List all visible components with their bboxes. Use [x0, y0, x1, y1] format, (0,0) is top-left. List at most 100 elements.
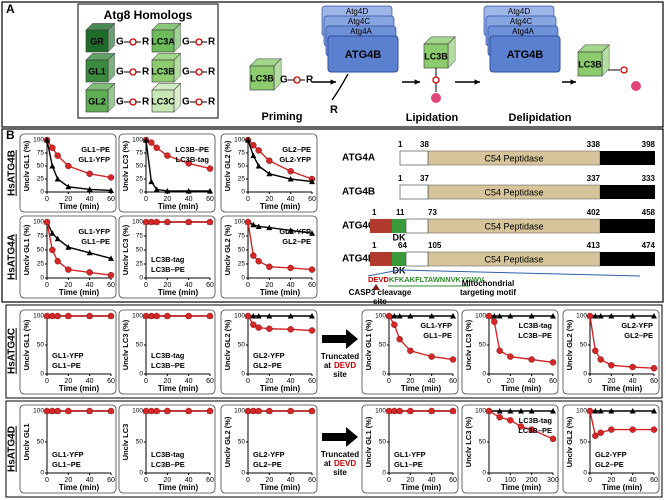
series-line: [247, 139, 313, 183]
marker: [528, 356, 535, 363]
marker: [491, 313, 498, 319]
x-tick-label: 40: [428, 477, 436, 484]
y-tick-label: 50: [37, 342, 45, 349]
domain-name: ATG4C: [342, 221, 375, 232]
y-tick-label: 100: [33, 219, 44, 226]
series-name: LC3B–PE: [518, 426, 552, 435]
marker: [396, 407, 403, 415]
c-term: [600, 219, 655, 233]
box-title: Atg8 Homologs: [104, 8, 193, 22]
y-tick-label: 100: [132, 408, 143, 415]
marker: [250, 221, 257, 228]
series-name: GL1–PE: [423, 331, 452, 340]
y-axis-label: Unclv GL1 (%): [364, 416, 373, 467]
conj-g: G: [182, 37, 190, 48]
y-tick-label: 100: [132, 219, 143, 226]
chart-frame: [118, 309, 216, 395]
cube-label: GR: [90, 36, 104, 46]
x-tick-label: 0: [45, 196, 49, 203]
n-term: [399, 150, 429, 166]
y-tick-label: 0: [482, 371, 486, 378]
marker: [54, 258, 61, 265]
y-tick-label: 50: [479, 342, 487, 349]
x-tick-label: 60: [206, 196, 214, 203]
peptidase-label: C54 Peptidase: [484, 153, 543, 163]
series-name: LC3B-tag: [151, 450, 185, 459]
marker: [650, 426, 658, 433]
trunc-label: site: [333, 370, 347, 379]
x-tick-label: 20: [64, 378, 72, 385]
released-r: R: [330, 104, 338, 116]
row-label: HsATG4C: [7, 328, 18, 374]
marker: [428, 407, 435, 415]
marker: [255, 313, 262, 319]
series-name: GL2-YFP: [253, 450, 285, 459]
x-tick-label: 20: [406, 378, 414, 385]
marker: [308, 407, 316, 415]
y-tick-label: 50: [479, 439, 487, 446]
x-tick-label: 0: [246, 282, 250, 289]
conj-r: R: [208, 97, 216, 108]
marker: [250, 321, 257, 328]
c-term: [600, 185, 655, 199]
x-axis-label: Time (min): [59, 483, 100, 492]
x-tick-label: 40: [287, 282, 295, 289]
marker: [148, 312, 155, 320]
enzyme-label: ATG4B: [345, 49, 382, 61]
marker: [592, 432, 599, 439]
y-axis-label: Unclv GL2 (%): [565, 319, 574, 370]
y-axis-label: Unclv GL2 (%): [223, 416, 232, 467]
marker: [586, 407, 594, 415]
cube-front: [577, 51, 603, 77]
y-tick-label: 50: [136, 342, 144, 349]
x-tick-label: 40: [185, 477, 193, 484]
marker: [309, 313, 315, 319]
marker: [142, 407, 150, 415]
marker: [629, 426, 636, 433]
lipid: [631, 81, 641, 91]
residue-number: 458: [642, 208, 656, 217]
x-axis-label: Time (min): [59, 288, 100, 297]
dk-label: DK: [393, 232, 406, 242]
y-tick-label: 0: [241, 470, 245, 477]
domain-name: ATG4A: [342, 153, 375, 164]
marker: [485, 312, 493, 320]
marker: [496, 313, 503, 319]
y-tick-label: 0: [139, 275, 143, 282]
marker: [153, 407, 160, 415]
conj-g: G: [182, 67, 190, 78]
marker: [485, 407, 493, 415]
marker: [54, 176, 61, 182]
series-name: LC3B–PE: [518, 331, 552, 340]
bond-atom: [195, 98, 203, 106]
marker: [148, 407, 155, 415]
marker: [148, 178, 155, 185]
y-axis-label: Unclv LC3: [121, 424, 130, 461]
marker: [396, 313, 403, 319]
series-name: GL2-YFP: [253, 351, 285, 360]
x-tick-label: 20: [265, 378, 273, 385]
marker: [86, 170, 93, 178]
conj-r: R: [208, 37, 216, 48]
marker: [148, 139, 155, 146]
y-tick-label: 50: [379, 342, 387, 349]
c-term: [600, 151, 655, 165]
y-tick-label: 100: [375, 408, 386, 415]
marker: [185, 187, 192, 194]
y-axis-label: Unclv GL2 (%): [223, 140, 232, 191]
marker: [244, 312, 252, 320]
trunc-arrow: [322, 427, 358, 447]
marker: [549, 359, 557, 366]
residue-number: 105: [428, 241, 442, 250]
series-name: GL2–PE: [253, 460, 282, 469]
y-tick-label: 0: [382, 371, 386, 378]
marker: [608, 362, 615, 369]
cube-front: [249, 65, 275, 91]
marker: [142, 312, 150, 320]
y-tick-label: 75: [136, 233, 144, 240]
y-axis-label: Unclv GL1 (%): [22, 319, 31, 370]
marker: [164, 218, 171, 226]
x-tick-label: 60: [549, 378, 557, 385]
x-tick-label: 40: [528, 378, 536, 385]
y-tick-label: 50: [580, 342, 588, 349]
